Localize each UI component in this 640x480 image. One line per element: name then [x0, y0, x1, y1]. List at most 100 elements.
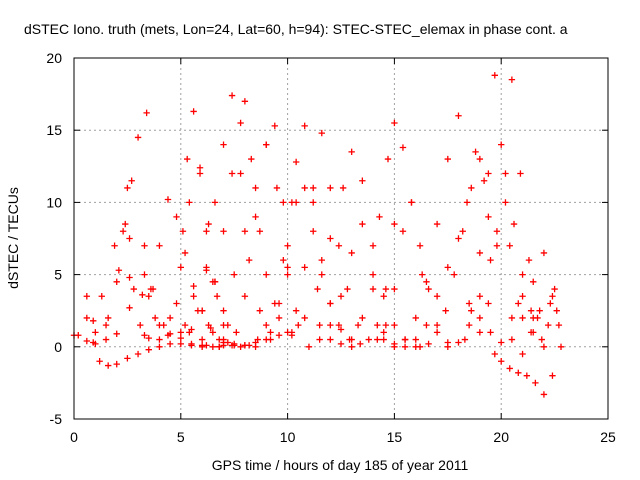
data-point [391, 220, 398, 228]
data-point [502, 170, 509, 177]
data-point [459, 228, 466, 235]
data-point [190, 293, 197, 300]
data-series [416, 155, 492, 350]
data-point [151, 314, 159, 322]
data-point [310, 199, 317, 206]
data-point [365, 336, 372, 343]
x-tick-label: 10 [280, 429, 296, 445]
data-point [145, 334, 152, 342]
data-point [549, 372, 556, 379]
data-point [485, 300, 492, 307]
data-point [104, 362, 112, 369]
data-point [380, 336, 387, 343]
data-point [519, 314, 526, 322]
data-point [544, 321, 552, 329]
data-series [198, 329, 296, 350]
data-point [275, 314, 283, 322]
data-series [83, 177, 135, 348]
data-point [241, 293, 249, 300]
data-point [384, 155, 392, 163]
data-point [461, 336, 469, 343]
data-point [523, 372, 531, 379]
data-point [318, 271, 325, 278]
data-point [177, 334, 184, 342]
data-point [220, 228, 227, 235]
data-point [354, 321, 362, 329]
data-point [209, 343, 217, 350]
data-point [292, 158, 300, 166]
data-point [348, 148, 355, 156]
data-point [318, 129, 325, 137]
data-series [491, 350, 556, 398]
data-point [177, 340, 184, 348]
data-point [519, 350, 526, 358]
data-point [399, 144, 407, 151]
data-point [139, 291, 146, 299]
data-point [423, 278, 430, 286]
data-series [198, 141, 302, 343]
data-point [540, 249, 548, 257]
data-point [241, 98, 249, 105]
data-point [203, 264, 210, 271]
data-point [455, 235, 462, 242]
data-point [164, 332, 172, 339]
data-point [173, 213, 180, 221]
data-point [382, 285, 390, 293]
data-point [433, 293, 441, 300]
data-point [237, 343, 244, 350]
data-point [455, 112, 462, 119]
y-tick-label: 0 [54, 339, 62, 355]
data-point [465, 321, 473, 329]
data-point [209, 329, 217, 336]
data-point [327, 235, 334, 242]
data-point [220, 342, 227, 349]
data-point [141, 242, 148, 249]
x-tick-label: 0 [70, 429, 78, 445]
data-point [357, 340, 364, 348]
data-point [463, 199, 471, 206]
data-point [310, 228, 317, 235]
data-point [267, 336, 274, 343]
data-point [284, 271, 291, 278]
data-series [141, 108, 227, 339]
data-point [506, 242, 513, 249]
data-point [491, 72, 498, 79]
data-point [271, 122, 278, 130]
data-point [519, 271, 526, 278]
data-point [181, 249, 189, 257]
data-point [380, 293, 387, 300]
data-series [348, 144, 426, 350]
data-point [498, 141, 505, 148]
data-point [549, 293, 556, 300]
x-tick-label: 20 [493, 429, 509, 445]
data-point [156, 242, 163, 249]
data-point [391, 321, 398, 329]
data-point [196, 164, 204, 171]
data-point [536, 307, 543, 314]
data-point [485, 170, 492, 177]
data-point [102, 321, 110, 329]
data-point [401, 343, 409, 350]
data-point [444, 155, 451, 163]
data-point [540, 391, 548, 398]
data-point [547, 300, 554, 307]
data-point [380, 329, 387, 336]
data-series [122, 164, 231, 343]
data-point [203, 228, 210, 235]
data-point [122, 220, 129, 228]
data-point [213, 293, 221, 300]
data-point [301, 122, 308, 130]
data-point [233, 329, 240, 336]
data-point [485, 213, 492, 221]
y-tick-label: -5 [50, 411, 63, 427]
data-point [305, 343, 313, 350]
data-point [280, 256, 287, 264]
data-series [75, 109, 150, 339]
data-point [145, 293, 152, 300]
data-point [284, 264, 291, 271]
data-point [96, 358, 103, 365]
data-point [502, 199, 509, 206]
data-point [104, 314, 112, 322]
data-series [519, 307, 560, 358]
